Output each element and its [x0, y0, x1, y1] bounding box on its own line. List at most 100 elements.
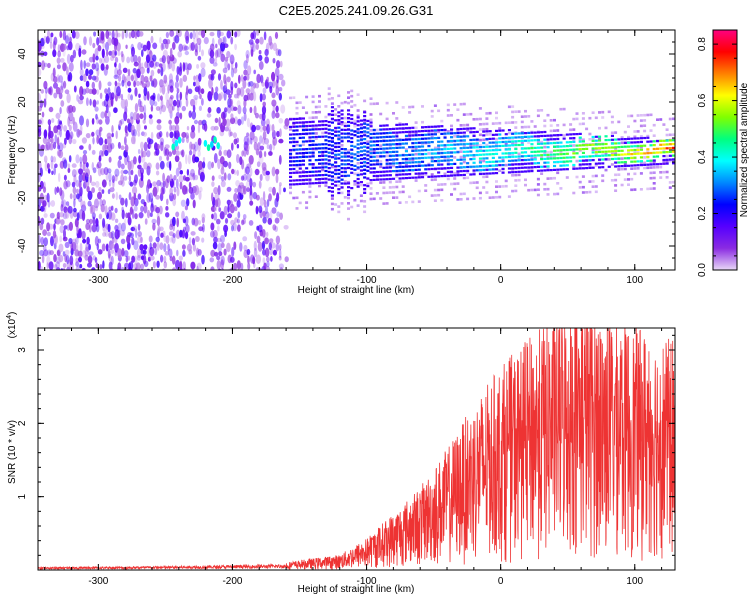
- spectrogram-cell: [155, 185, 159, 193]
- spectrogram-cell: [121, 53, 125, 63]
- spectrogram-cell: [562, 160, 566, 163]
- spectrogram-cell: [530, 135, 534, 138]
- spectrogram-cell: [594, 153, 598, 157]
- spectrogram-cell: [216, 197, 221, 208]
- spectrogram-cell: [130, 169, 134, 176]
- spectrogram-cell: [450, 132, 454, 135]
- spectrogram-cell: [395, 127, 399, 130]
- colorbar-tick-label: 0.2: [697, 206, 708, 220]
- spectrogram-cell: [375, 163, 379, 166]
- spectrogram-cell: [504, 140, 508, 143]
- spectrogram-cell: [63, 159, 68, 169]
- spectrogram-cell: [581, 138, 585, 141]
- spectrogram-cell: [117, 262, 122, 270]
- spectrogram-cell: [217, 73, 222, 81]
- spectrogram-cell: [52, 67, 56, 78]
- spectrogram-cell: [385, 162, 389, 165]
- spectrogram-cell: [359, 154, 363, 157]
- spectrogram-cell: [259, 135, 263, 145]
- spectrogram-cell: [527, 125, 531, 129]
- spectrogram-cell: [305, 127, 309, 130]
- spectrogram-cell: [308, 174, 312, 177]
- spectrogram-cell: [488, 133, 492, 136]
- spectrogram-cell: [459, 135, 463, 138]
- spectrogram-cell: [233, 241, 237, 250]
- spectrogram-cell: [135, 80, 141, 87]
- spectrogram-cell: [311, 132, 315, 135]
- spectrogram-cell: [75, 257, 79, 264]
- spectrogram-cell: [253, 247, 258, 258]
- spectrogram-cell: [585, 127, 589, 131]
- spectrogram-cell: [478, 157, 482, 160]
- spectrogram-cell: [229, 54, 235, 65]
- spectrogram-cell: [71, 163, 77, 168]
- spectrogram-cell: [71, 30, 76, 39]
- spectrogram-cell: [73, 85, 77, 93]
- spectrogram-cell: [672, 117, 675, 121]
- spectrogram-cell: [527, 167, 531, 171]
- spectrogram-cell: [572, 140, 576, 143]
- spectrogram-cell: [165, 42, 169, 50]
- spectrogram-cell: [334, 134, 338, 137]
- spectrogram-cell: [275, 173, 279, 184]
- spectrogram-cell: [495, 111, 498, 115]
- spectrogram-cell: [175, 259, 181, 270]
- spectrogram-cell: [491, 122, 495, 125]
- spectrogram-cell: [334, 157, 338, 160]
- spectrogram-cell: [556, 192, 560, 196]
- x-tick-label: -200: [222, 275, 242, 286]
- spectrogram-cell: [495, 164, 499, 167]
- spectrogram-cell: [171, 143, 175, 151]
- spectrogram-cell: [334, 165, 338, 168]
- spectrogram-cell: [401, 158, 405, 161]
- spectrogram-cell: [404, 142, 408, 145]
- spectrogram-cell: [88, 243, 91, 251]
- spectrogram-cell: [511, 151, 515, 155]
- spectrogram-cell: [94, 106, 99, 112]
- spectrogram-cell: [123, 169, 129, 175]
- spectrogram-cell: [527, 188, 531, 192]
- spectrogram-cell: [330, 175, 334, 178]
- spectrogram-cell: [488, 196, 492, 199]
- spectrogram-cell: [610, 138, 614, 141]
- spectrogram-cell: [665, 139, 669, 142]
- spectrogram-cell: [295, 143, 299, 147]
- spectrogram-cell: [124, 125, 128, 134]
- spectrogram-cell: [175, 150, 180, 157]
- spectrogram-cell: [578, 167, 582, 170]
- spectrogram-cell: [627, 125, 630, 128]
- spectrogram-cell: [575, 159, 579, 163]
- spectrogram-cell: [258, 61, 264, 70]
- spectrogram-cell: [450, 136, 454, 139]
- spectrogram-cell: [258, 150, 263, 159]
- spectrogram-cell: [604, 142, 608, 146]
- spectrogram-cell: [279, 60, 283, 68]
- spectrogram-cell: [166, 198, 169, 206]
- spectrogram-cell: [220, 53, 226, 63]
- spectrogram-cell: [627, 183, 630, 186]
- spectrogram-cell: [630, 164, 634, 167]
- spectrogram-cell: [234, 43, 238, 51]
- spectrogram-cell: [424, 173, 428, 177]
- spectrogram-cell: [594, 190, 598, 194]
- spectrogram-cell: [553, 129, 556, 132]
- spectrogram-cell: [234, 62, 238, 69]
- spectrogram-cell: [162, 172, 166, 183]
- spectrogram-cell: [211, 175, 215, 181]
- spectrogram-cell: [262, 101, 267, 107]
- spectrogram-cell: [453, 156, 457, 159]
- spectrogram-cell: [105, 93, 110, 102]
- spectrogram-cell: [178, 98, 182, 108]
- spectrogram-cell: [401, 146, 405, 149]
- spectrogram-cell: [343, 124, 347, 128]
- spectrogram-cell: [546, 166, 550, 170]
- spectrogram-cell: [652, 166, 656, 169]
- spectrogram-cell: [610, 163, 614, 166]
- spectrogram-cell: [517, 157, 521, 161]
- spectrogram-cell: [75, 179, 80, 188]
- spectrogram-cell: [156, 260, 160, 268]
- spectrogram-cell: [334, 171, 338, 175]
- spectrogram-cell: [164, 148, 170, 156]
- spectrogram-cell: [59, 120, 62, 125]
- spectrogram-cell: [649, 176, 653, 180]
